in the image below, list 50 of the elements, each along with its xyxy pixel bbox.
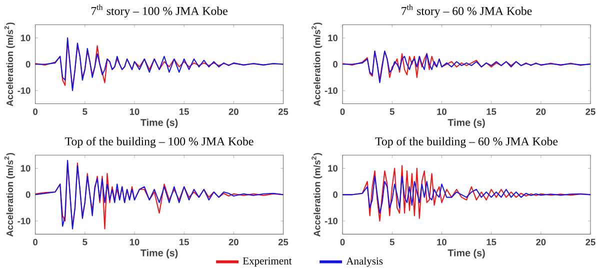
x-tick-label: 10: [130, 239, 140, 246]
chart-title: 7$^{th}$ story – 100 % JMA Kobe: [91, 4, 228, 18]
y-tick-label: 10: [20, 165, 30, 172]
x-tick-label: 25: [278, 108, 288, 116]
legend-label: Analysis: [346, 257, 383, 267]
y-tick-label: 10: [328, 165, 338, 172]
x-axis-title: Time (s): [448, 249, 485, 259]
chart-title: Top of the building – 60 % JMA Kobe: [375, 137, 558, 148]
x-tick-label: 25: [586, 239, 596, 246]
chart-title: 7$^{th}$ story – 60 % JMA Kobe: [402, 4, 532, 18]
chart-title: Top of the building – 100 % JMA Kobe: [65, 137, 254, 148]
y-tick-label: 0: [26, 61, 30, 68]
y-tick-label: -10: [18, 218, 30, 224]
x-tick-label: 0: [340, 108, 345, 116]
x-tick-label: 0: [33, 239, 38, 246]
y-tick-label: 0: [26, 192, 30, 198]
y-axis-title: Acceleration (m/s$^{2}$): [4, 22, 15, 106]
x-tick-label: 15: [180, 108, 189, 116]
x-tick-label: 15: [486, 239, 496, 246]
x-tick-label: 20: [536, 108, 546, 116]
y-tick-label: -10: [324, 218, 338, 224]
y-tick-label: -10: [18, 88, 30, 94]
y-axis-title: Acceleration (m/s$^{2}$): [312, 22, 322, 106]
x-tick-label: 15: [486, 108, 496, 116]
y-tick-label: 10: [20, 34, 30, 42]
x-tick-label: 15: [180, 239, 189, 246]
legend-label: Experiment: [242, 258, 292, 267]
x-tick-label: 20: [536, 239, 546, 246]
y-tick-label: 10: [328, 34, 338, 42]
y-tick-label: -10: [324, 88, 338, 94]
x-axis-title: Time (s): [140, 118, 178, 128]
x-axis-title: Time (s): [448, 118, 485, 128]
x-tick-label: 25: [278, 239, 288, 246]
x-tick-label: 5: [82, 239, 88, 246]
x-tick-label: 20: [228, 239, 238, 246]
y-axis-title: Acceleration (m/s$^{2}$): [312, 153, 322, 237]
x-tick-label: 25: [586, 108, 596, 116]
y-axis-title: Acceleration (m/s$^{2}$): [4, 153, 15, 237]
x-tick-label: 0: [340, 239, 345, 246]
y-tick-label: 0: [333, 61, 338, 68]
x-tick-label: 5: [390, 239, 394, 246]
x-tick-label: 5: [82, 108, 88, 116]
x-tick-label: 10: [437, 239, 446, 246]
x-tick-label: 10: [437, 108, 446, 116]
x-tick-label: 10: [130, 108, 140, 116]
x-tick-label: 0: [33, 108, 38, 116]
x-tick-label: 20: [228, 108, 238, 116]
x-tick-label: 5: [390, 108, 394, 116]
y-tick-label: 0: [333, 192, 338, 198]
x-axis-title: Time (s): [140, 249, 178, 259]
